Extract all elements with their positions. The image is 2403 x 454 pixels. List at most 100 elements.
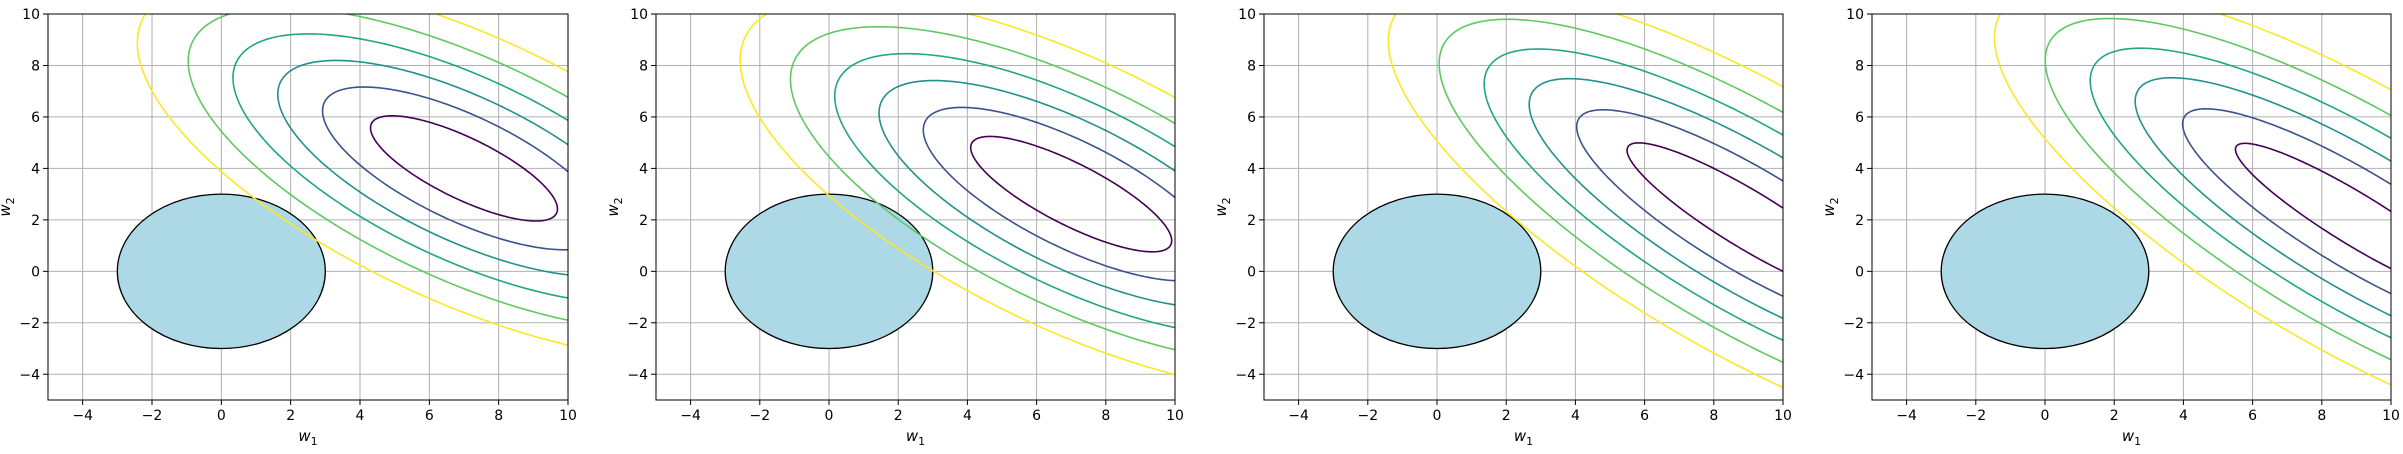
contour-line-3 (878, 79, 1175, 306)
contour-line-1 (1626, 142, 1783, 273)
contour-line-1 (369, 114, 559, 222)
y-tick-label: −4 (1235, 367, 1256, 383)
y-axis-label: w2 (1212, 197, 1233, 216)
grid-lines (1264, 13, 1784, 400)
contour-line-4 (833, 52, 1175, 329)
x-tick-label: 10 (1774, 408, 1792, 424)
x-axis-label: w1 (2122, 427, 2141, 448)
y-tick-label: 6 (1247, 110, 1256, 126)
contour-line-6 (136, 14, 568, 346)
contour-line-1 (2234, 142, 2391, 270)
y-axis-label: w2 (604, 197, 625, 216)
plot-area (116, 14, 568, 350)
y-tick-label: 2 (1855, 213, 1864, 229)
y-tick-label: −4 (19, 367, 40, 383)
x-tick-label: 10 (2382, 408, 2400, 424)
y-tick-label: 2 (31, 213, 40, 229)
axes-frame (1871, 13, 2392, 401)
y-tick-label: 0 (1855, 264, 1864, 280)
x-tick-label: −4 (1896, 408, 1917, 424)
contour-line-3 (276, 59, 568, 276)
plot-area (1940, 14, 2391, 386)
chart-panel-1: −4 −2 0 2 4 6 8 10 −4 −2 0 2 4 6 8 10 w1 w2 (0, 7, 577, 448)
x-tick-label: 10 (559, 408, 577, 424)
x-tick-label: −2 (142, 408, 163, 424)
x-tick-label: 8 (2317, 408, 2326, 424)
y-tick-label: −2 (1843, 316, 1864, 332)
x-tick-label: 6 (2248, 408, 2257, 424)
y-tick-label: 8 (31, 58, 40, 74)
x-tick-label: −4 (680, 408, 701, 424)
y-tick-label: 6 (639, 110, 648, 126)
y-tick-label: 10 (22, 7, 40, 23)
x-tick-label: 8 (1101, 408, 1110, 424)
y-tick-label: 0 (31, 264, 40, 280)
y-axis-label: w2 (0, 197, 17, 216)
y-tick-label: −2 (627, 316, 648, 332)
chart-panel-3: −4 −2 0 2 4 6 8 10 −4 −2 0 2 4 6 8 10 w1 w2 (1212, 7, 1792, 448)
y-tick-label: 10 (630, 7, 648, 23)
x-tick-label: 4 (1571, 408, 1580, 424)
x-tick-label: 2 (894, 408, 903, 424)
x-tick-label: −4 (72, 408, 93, 424)
x-tick-label: −4 (1288, 408, 1309, 424)
x-tick-label: 4 (2179, 408, 2188, 424)
axes-frame (47, 13, 569, 401)
x-tick-label: 10 (1166, 408, 1184, 424)
y-tick-label: 4 (1855, 161, 1864, 177)
y-tick-label: 10 (1846, 7, 1864, 23)
x-tick-label: 4 (356, 408, 365, 424)
y-axis-label: w2 (1820, 197, 1841, 216)
x-tick-label: 2 (2110, 408, 2119, 424)
x-tick-label: 2 (286, 408, 295, 424)
contour-line-4 (2089, 47, 2391, 339)
contour-line-4 (1483, 48, 1783, 342)
contour-line-3 (1528, 77, 1783, 320)
x-tick-label: 0 (825, 408, 834, 424)
y-tick-label: 8 (639, 58, 648, 74)
x-tick-label: 0 (1433, 408, 1442, 424)
y-tick-label: 6 (1855, 110, 1864, 126)
constraint-region (1940, 193, 2150, 350)
y-tick-label: 4 (639, 161, 648, 177)
x-axis-label: w1 (1514, 427, 1533, 448)
x-tick-label: 6 (1032, 408, 1041, 424)
x-axis-label: w1 (298, 427, 317, 448)
y-tick-label: 0 (639, 264, 648, 280)
contour-line-4 (232, 33, 568, 299)
contour-line-3 (2134, 76, 2391, 317)
y-tick-label: 8 (1247, 58, 1256, 74)
axes-frame (1263, 13, 1784, 401)
x-tick-label: 8 (494, 408, 503, 424)
contour-line-2 (922, 106, 1175, 282)
y-tick-label: −2 (19, 316, 40, 332)
grid-lines (1872, 13, 2392, 400)
plot-area (724, 14, 1175, 376)
grid-lines (656, 13, 1176, 400)
constraint-region (724, 193, 934, 350)
y-tick-label: −4 (1843, 367, 1864, 383)
y-tick-label: 10 (1238, 7, 1256, 23)
x-tick-label: −2 (1965, 408, 1986, 424)
contour-line-5 (1438, 18, 1783, 364)
x-tick-label: −2 (749, 408, 770, 424)
y-tick-label: 2 (639, 213, 648, 229)
plot-area (1332, 14, 1783, 389)
contour-line-5 (789, 25, 1175, 351)
y-tick-label: 6 (31, 110, 40, 126)
y-tick-label: 4 (1247, 161, 1256, 177)
x-tick-label: 0 (2041, 408, 2050, 424)
contour-line-2 (1575, 108, 1783, 298)
contour-line-6 (739, 14, 1175, 376)
y-tick-label: 4 (31, 161, 40, 177)
y-tick-label: −2 (1235, 316, 1256, 332)
y-tick-label: 8 (1855, 58, 1864, 74)
axes-frame (655, 13, 1176, 401)
constraint-region (1332, 193, 1542, 350)
constraint-region (116, 193, 326, 350)
contour-line-5 (187, 14, 568, 322)
contour-line-2 (321, 86, 568, 251)
chart-panel-4: −4 −2 0 2 4 6 8 10 −4 −2 0 2 4 6 8 10 w1 w2 (1820, 7, 2400, 448)
x-tick-label: 6 (425, 408, 434, 424)
